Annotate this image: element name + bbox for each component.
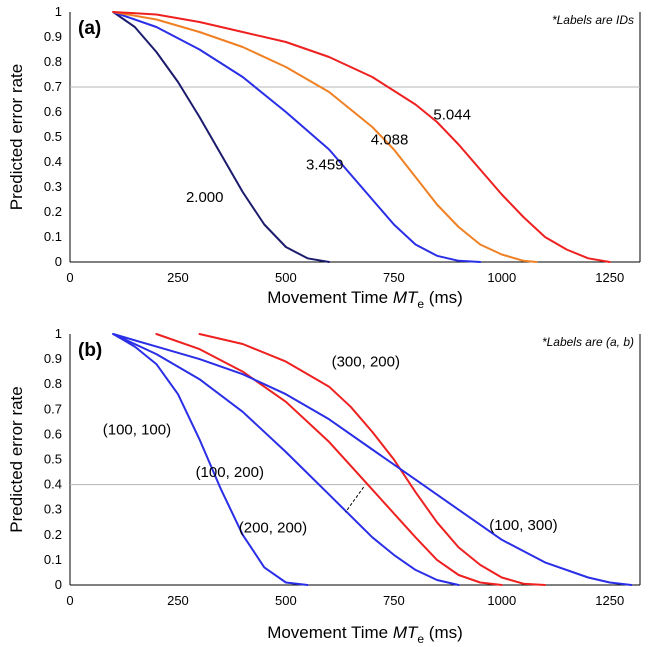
x-axis-title-text: Movement Time (267, 623, 393, 642)
y-tick-label: 0 (55, 254, 62, 269)
series-line-100-200 (112, 333, 460, 586)
series-line-200-200 (155, 333, 503, 586)
y-tick-label: 0.2 (44, 527, 62, 542)
x-tick-label: 1250 (595, 593, 624, 608)
x-axis-title: Movement Time MTe (ms) (267, 288, 463, 311)
y-tick-label: 0.7 (44, 79, 62, 94)
series-label-300-200: (300, 200) (332, 354, 400, 371)
series-label-4-088: 4.088 (371, 132, 409, 149)
y-axis-title: Predicted error rate (7, 386, 26, 532)
y-tick-label: 0.9 (44, 351, 62, 366)
x-tick-label: 1250 (595, 270, 624, 285)
series-label-2-000: 2.000 (186, 189, 224, 206)
y-tick-label: 0.7 (44, 401, 62, 416)
x-axis-title-subscript: e (417, 297, 424, 311)
y-tick-label: 0.2 (44, 204, 62, 219)
x-axis-title-variable: MT (393, 288, 419, 307)
x-axis-title-text: Movement Time (267, 288, 393, 307)
x-tick-label: 0 (66, 593, 73, 608)
chart-panel-a: 0 0.1 0.2 0.3 0.4 0.5 0.6 0.7 0.8 0.9 1 0 250 500 750 1… (7, 4, 641, 311)
series-line-100-300 (112, 333, 633, 586)
x-axis-title-unit: (ms) (424, 288, 463, 307)
y-tick-label: 0.5 (44, 129, 62, 144)
y-tick-label: 0 (55, 577, 62, 592)
y-tick-label: 0.6 (44, 104, 62, 119)
x-tick-label: 0 (66, 270, 73, 285)
chart-note: *Labels are IDs (552, 13, 634, 27)
panel-label: (a) (78, 18, 101, 39)
x-tick-label: 500 (275, 270, 297, 285)
y-axis-title: Predicted error rate (7, 64, 26, 210)
y-tick-label: 1 (55, 326, 62, 341)
y-tick-label: 0.4 (44, 477, 62, 492)
series-label-100-300: (100, 300) (489, 517, 557, 534)
x-tick-label: 750 (383, 593, 405, 608)
y-tick-label: 0.8 (44, 54, 62, 69)
series-label-5-044: 5.044 (433, 107, 471, 124)
series-label-100-200: (100, 200) (196, 464, 264, 481)
y-tick-label: 0.9 (44, 29, 62, 44)
chart-note: *Labels are (a, b) (542, 335, 634, 349)
chart-panel-b: 0 0.1 0.2 0.3 0.4 0.5 0.6 0.7 0.8 0.9 1 0 250 500 750 1… (7, 326, 641, 646)
series-label-3-459: 3.459 (306, 157, 344, 174)
x-axis-title-subscript: e (417, 632, 424, 646)
y-tick-label: 0.4 (44, 154, 62, 169)
y-tick-label: 0.1 (44, 229, 62, 244)
series-line-300-200 (198, 333, 546, 586)
x-tick-label: 250 (167, 593, 189, 608)
y-tick-label: 0.3 (44, 502, 62, 517)
x-tick-label: 1000 (487, 593, 516, 608)
y-tick-label: 0.8 (44, 376, 62, 391)
x-tick-label: 750 (383, 270, 405, 285)
series-line-2-000 (112, 11, 331, 263)
series-line-5-044 (112, 11, 611, 263)
y-tick-label: 0.5 (44, 452, 62, 467)
series-line-100-100 (112, 333, 309, 586)
y-tick-label: 0.1 (44, 552, 62, 567)
y-tick-label: 1 (55, 4, 62, 19)
x-tick-label: 250 (167, 270, 189, 285)
series-line-4-088 (112, 11, 538, 263)
x-tick-label: 500 (275, 593, 297, 608)
series-label-200-200: (200, 200) (239, 519, 307, 536)
series-label-100-100: (100, 100) (103, 421, 171, 438)
x-tick-label: 1000 (487, 270, 516, 285)
y-tick-label: 0.6 (44, 426, 62, 441)
series-line-3-459 (112, 11, 482, 263)
x-axis-title: Movement Time MTe (ms) (267, 623, 463, 646)
x-axis-title-variable: MT (393, 623, 419, 642)
callout-line (345, 486, 365, 513)
x-axis-title-unit: (ms) (424, 623, 463, 642)
panel-label: (b) (78, 340, 102, 361)
y-tick-label: 0.3 (44, 179, 62, 194)
